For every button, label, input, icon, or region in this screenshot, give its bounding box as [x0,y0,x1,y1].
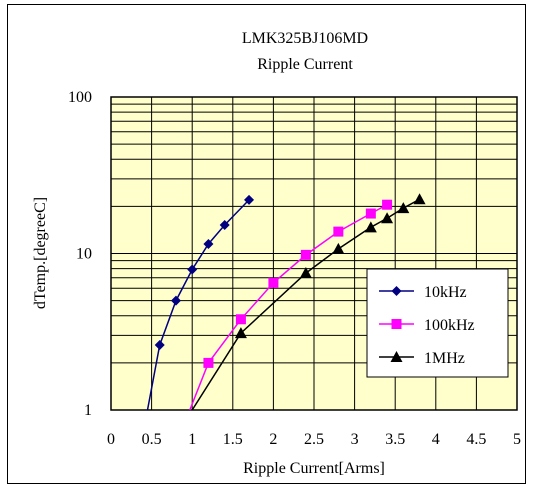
data-point [332,242,345,254]
x-tick-label: 3 [351,431,359,448]
data-point [397,202,410,214]
y-tick-label: 100 [68,89,92,106]
series-line [189,204,388,411]
tick-labels: 0 0.5 1 1.5 2 2.5 3 3.5 4 4.5 5 1 10 100 [68,89,521,448]
x-axis-label: Ripple Current[Arms] [243,460,385,477]
legend: 10kHz 100kHz 1MHz [366,268,509,378]
x-tick-label: 1.5 [223,431,243,448]
data-point [413,193,426,205]
data-point [244,194,255,205]
data-point [203,357,214,368]
x-tick-label: 4 [432,431,440,448]
plot-border [110,96,518,411]
chart-subtitle: Ripple Current [257,56,353,73]
legend-box [366,268,509,378]
legend-label: 1MHz [424,350,465,367]
legend-item: 1MHz [379,350,465,367]
x-tick-label: 4.5 [466,431,486,448]
data-point [154,340,165,351]
y-axis-label: dTemp.[degreeC] [32,197,49,309]
data-point [299,267,312,279]
y-tick-label: 1 [84,402,92,419]
data-point [364,221,377,233]
x-tick-label: 5 [513,431,521,448]
x-tick-label: 3.5 [385,431,405,448]
data-point [187,264,198,275]
legend-item: 10kHz [379,284,467,301]
data-point [381,212,394,224]
data-point [219,220,230,231]
legend-item: 100kHz [379,317,475,334]
data-point [268,277,279,288]
x-tick-label: 1 [188,431,196,448]
legend-marker [390,351,403,362]
series-2 [191,193,426,411]
data-point [300,249,311,260]
data-point [203,239,214,250]
legend-label: 10kHz [424,284,467,301]
x-tick-label: 0.5 [142,431,162,448]
chart-title: LMK325BJ106MD [242,30,368,47]
series-0 [146,194,255,411]
series-1 [189,199,393,411]
legend-label: 100kHz [424,317,475,334]
y-tick-label: 10 [76,246,92,263]
data-point [234,327,247,339]
data-point [170,295,181,306]
x-tick-label: 2 [269,431,277,448]
legend-marker [391,286,402,296]
series-layer [146,193,426,411]
data-point [235,314,246,325]
x-tick-label: 0 [107,431,115,448]
data-point [333,226,344,237]
legend-marker [391,319,402,329]
x-tick-label: 2.5 [304,431,324,448]
data-point [365,208,376,219]
data-point [382,199,393,210]
